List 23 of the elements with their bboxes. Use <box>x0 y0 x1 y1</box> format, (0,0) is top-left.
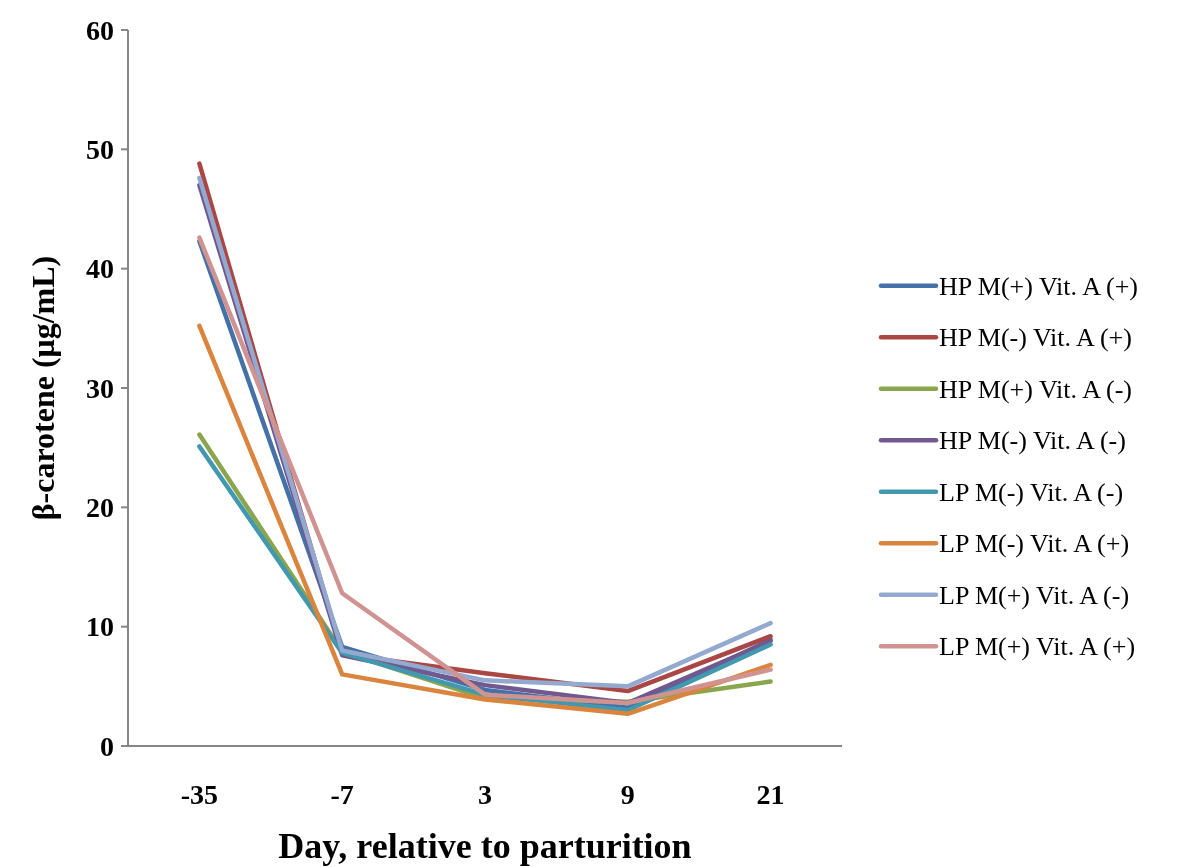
legend-label: LP M(-) Vit. A (-) <box>939 477 1124 507</box>
y-tick-label: 0 <box>100 730 114 762</box>
x-tick-label: 9 <box>620 779 635 810</box>
y-tick-label: 30 <box>86 372 114 404</box>
legend-label: HP M(+) Vit. A (-) <box>939 374 1132 404</box>
legend-label: LP M(+) Vit. A (-) <box>939 580 1130 610</box>
legend-label: LP M(-) Vit. A (+) <box>939 529 1130 559</box>
y-tick-label: 50 <box>86 134 114 166</box>
y-tick-label: 60 <box>86 14 114 46</box>
y-tick-label: 20 <box>86 492 114 524</box>
y-tick-label: 10 <box>86 611 114 643</box>
x-tick-label: 21 <box>756 779 785 810</box>
y-axis-title: β-carotene (μg/mL) <box>25 255 61 521</box>
x-tick-label: 3 <box>478 779 492 810</box>
x-tick-label: -7 <box>330 779 354 810</box>
y-tick-label: 40 <box>86 253 114 285</box>
legend-label: HP M(-) Vit. A (-) <box>939 426 1126 456</box>
legend-label: HP M(+) Vit. A (+) <box>939 271 1138 301</box>
legend-label: LP M(+) Vit. A (+) <box>939 632 1136 662</box>
x-tick-label: -35 <box>180 779 219 810</box>
legend-label: HP M(-) Vit. A (+) <box>939 323 1132 353</box>
line-series <box>197 323 773 717</box>
x-axis-title: Day, relative to parturition <box>278 826 692 866</box>
